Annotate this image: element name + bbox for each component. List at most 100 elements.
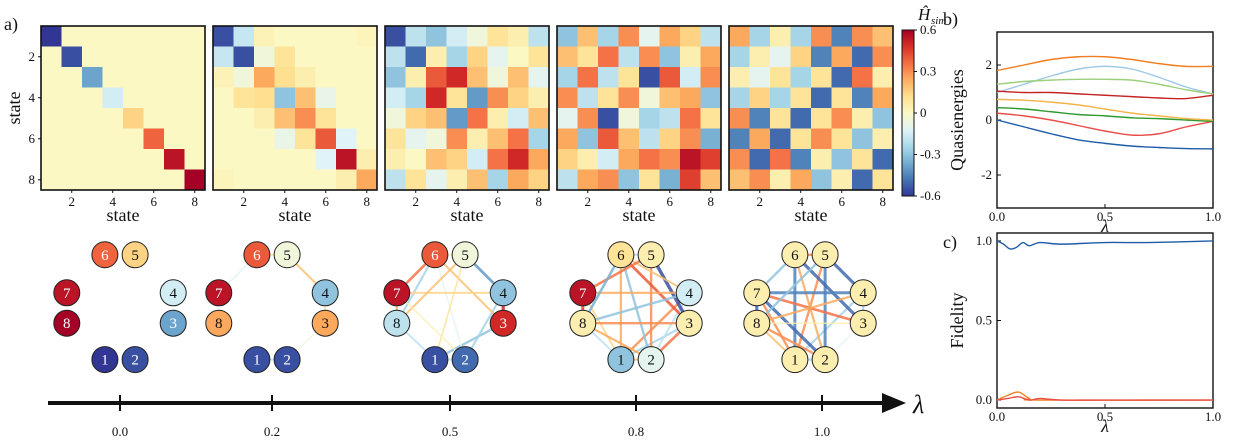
graph-node [743, 309, 771, 337]
heatmap-cell [577, 149, 599, 170]
heatmap-cell [315, 108, 337, 129]
heatmap-cell [577, 46, 599, 68]
heatmap-cell [700, 46, 722, 68]
heatmap-cell [487, 128, 509, 150]
graph-node [743, 279, 771, 307]
heatmap-cell [872, 128, 894, 150]
graph-node-label: 5 [647, 248, 655, 264]
graph-4: 1 2 3 4 5 6 7 8 [743, 241, 877, 374]
heatmap-cell [426, 169, 447, 191]
heatmap-cell [729, 67, 750, 88]
heatmap-cell [385, 26, 406, 47]
colorbar-tick-label: -0.6 [920, 188, 941, 203]
heatmap-cell [770, 169, 791, 191]
x-tick-label: 2 [585, 194, 592, 209]
heatmap-cell [385, 46, 406, 68]
graph-node-label: 3 [321, 316, 329, 332]
heatmap-4: 2 4 6 8 state [728, 25, 894, 225]
heatmap-cell [356, 169, 378, 191]
timeline-tick-label: 0.8 [628, 424, 644, 439]
graph-node [311, 279, 339, 307]
graph-node-label: 3 [169, 316, 177, 332]
heatmap-cell [41, 128, 62, 150]
heatmap-cell [426, 108, 447, 129]
graph-node [383, 309, 411, 337]
graph-node-label: 8 [63, 316, 71, 332]
heatmap-cell [405, 128, 427, 150]
heatmap-cell [618, 67, 640, 88]
series-line [996, 119, 1214, 150]
heatmap-cell [729, 87, 750, 109]
colorbar: Ĥ sim 0.6 0.3 0 -0.3 -0.6 [901, 5, 946, 203]
heatmap-cell [254, 149, 275, 170]
heatmap-cell [659, 46, 681, 68]
heatmap-cell [639, 67, 660, 88]
heatmap-cell [102, 169, 124, 191]
graph-node-label: 1 [431, 353, 439, 369]
heatmap-cell [528, 169, 550, 191]
x-tick-label: 2 [757, 194, 764, 209]
heatmap-cell [659, 87, 681, 109]
heatmap-cell [385, 108, 406, 129]
heatmap-cell [82, 87, 103, 109]
series-line [996, 55, 1214, 72]
heatmap-cell [577, 26, 599, 47]
quasienergy-plot: 0.0 0.5 1.0 2 0 -2 λ Quasienergies [947, 31, 1221, 236]
graph-node-label: 3 [859, 316, 867, 332]
graph-edge [434, 254, 504, 324]
heatmap-cell [446, 169, 468, 191]
heatmap-cell [790, 128, 812, 150]
graph-node [243, 241, 271, 269]
heatmap-cell [598, 128, 619, 150]
heatmap-cell [872, 67, 894, 88]
heatmap-cell [831, 149, 853, 170]
graph-node-label: 4 [169, 286, 177, 302]
graph-edge [434, 254, 466, 360]
heatmap-cell [213, 46, 234, 68]
x-tick-label: 2 [241, 194, 248, 209]
x-tick-label: 0.5 [1097, 409, 1113, 424]
x-tick-label: 8 [192, 194, 199, 209]
colorbar-tick-label: 0.3 [920, 64, 936, 79]
graph-node-label: 6 [253, 248, 261, 264]
heatmap-cell [82, 67, 103, 88]
heatmap-cell [274, 46, 296, 68]
x-tick-label: 0.5 [1097, 209, 1113, 224]
heatmap-cell [680, 169, 701, 191]
heatmap-cell [295, 169, 316, 191]
heatmap-cell [184, 108, 206, 129]
series-line [996, 65, 1214, 95]
y-tick-label: 0.5 [976, 313, 992, 328]
heatmap-cell [254, 87, 275, 109]
heatmap-cell [487, 46, 509, 68]
heatmap-cell [233, 149, 255, 170]
heatmap-cell [831, 87, 853, 109]
graph-node [781, 241, 809, 269]
graph-node [91, 241, 119, 269]
heatmap-cell [749, 26, 771, 47]
heatmap-cell [811, 169, 832, 191]
heatmap-cell [811, 46, 832, 68]
heatmap-cell [274, 149, 296, 170]
graph-3: 1 2 3 4 5 6 7 8 [569, 241, 703, 374]
graph-edge [396, 254, 466, 324]
colorbar-label: Ĥ [917, 5, 932, 24]
graph-node-label: 4 [499, 286, 507, 302]
graph-node-label: 7 [63, 286, 71, 302]
heatmap-cell [680, 46, 701, 68]
graph-edge [755, 253, 826, 325]
heatmap-cell [102, 67, 124, 88]
x-axis-label: state [623, 205, 656, 225]
heatmap-cell [528, 26, 550, 47]
heatmap-cell [41, 26, 62, 47]
heatmap-cell [557, 46, 578, 68]
heatmap-cell [487, 87, 509, 109]
colorbar-tick-label: -0.3 [920, 147, 941, 162]
heatmap-cell [770, 26, 791, 47]
x-axis-label: state [279, 205, 312, 225]
heatmap-cell [295, 128, 316, 150]
heatmap-cell [315, 26, 337, 47]
x-tick-label: 6 [323, 194, 330, 209]
heatmap-cell [143, 149, 165, 170]
x-tick-label: 8 [708, 194, 715, 209]
